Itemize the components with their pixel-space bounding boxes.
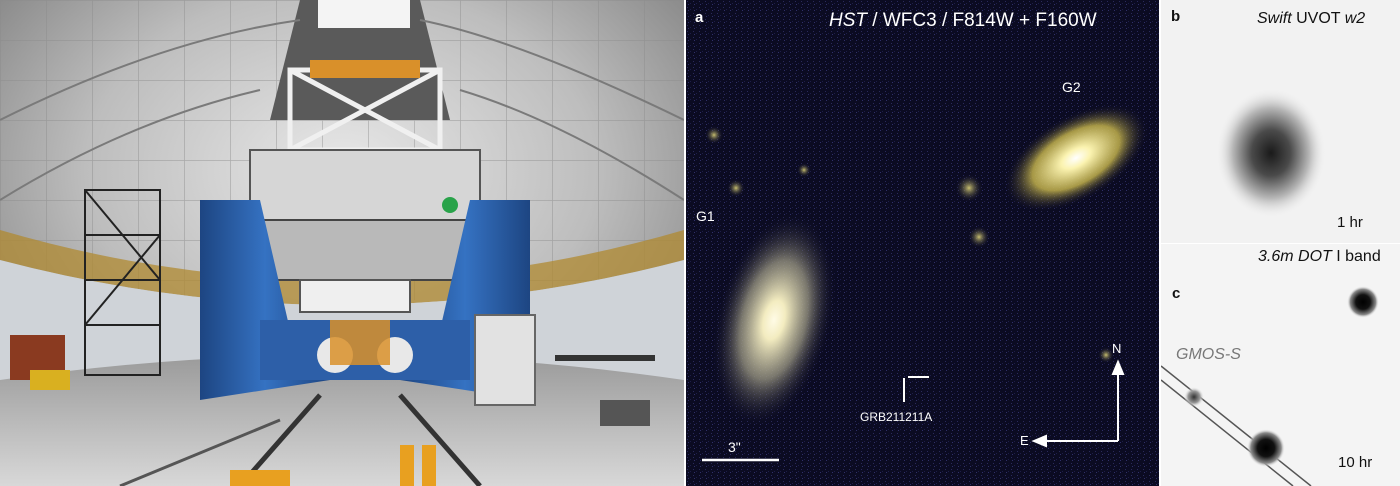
dot-faint-source [1184, 387, 1204, 407]
panel-b-title-filter: w2 [1344, 10, 1366, 27]
panel-c-title: 3.6m DOT I band [1258, 248, 1381, 266]
dot-panel: c 3.6m DOT I band GMOS-S 10 hr [1161, 244, 1400, 486]
scale-label: 3" [728, 439, 741, 455]
swift-source [1216, 88, 1326, 218]
panel-a-title-instrument: HST [829, 10, 867, 31]
panel-a-letter: a [695, 9, 704, 26]
gmos-slit-edge-lower [1161, 379, 1294, 486]
compass-arrows [1031, 359, 1125, 448]
galaxy-g1-label: G1 [696, 208, 715, 224]
telescope-dome-illustration [0, 0, 684, 486]
hst-panel: a HST / WFC3 / F814W + F160W G2 G1 GRB21… [686, 0, 1159, 486]
panel-b-letter: b [1171, 8, 1181, 25]
grb-label: GRB211211A [860, 410, 933, 424]
panel-c-exposure: 10 hr [1338, 454, 1373, 471]
compass-east-label: E [1020, 433, 1029, 448]
galaxy-g2 [1003, 103, 1149, 213]
gmos-slit-label: GMOS-S [1176, 346, 1241, 363]
panel-b-title: Swift UVOT w2 [1257, 10, 1365, 28]
dot-image [1161, 244, 1400, 486]
dot-star-bottom [1247, 429, 1285, 467]
panel-a-title-filters: / WFC3 / F814W + F160W [867, 10, 1097, 31]
swift-image [1161, 0, 1400, 243]
panel-c-title-band: I band [1331, 248, 1381, 265]
swift-panel: b Swift UVOT w2 1 hr [1161, 0, 1400, 243]
panel-c-title-telescope: 3.6m DOT [1258, 248, 1332, 265]
gmos-slit-edge-upper [1161, 365, 1312, 486]
galaxy-g1 [711, 212, 837, 428]
panel-b-title-instrument: UVOT [1291, 10, 1345, 27]
panel-c-letter: c [1172, 285, 1181, 302]
compass-north-label: N [1112, 341, 1122, 356]
galaxy-g2-label: G2 [1062, 79, 1081, 95]
telescope-photo [0, 0, 684, 486]
dot-star-top-right [1347, 286, 1379, 318]
panel-b-exposure: 1 hr [1337, 214, 1363, 231]
panel-b-title-mission: Swift [1257, 10, 1292, 27]
hst-image [686, 0, 1159, 486]
grb-marker [903, 376, 929, 402]
panel-a-title: HST / WFC3 / F814W + F160W [829, 10, 1097, 32]
